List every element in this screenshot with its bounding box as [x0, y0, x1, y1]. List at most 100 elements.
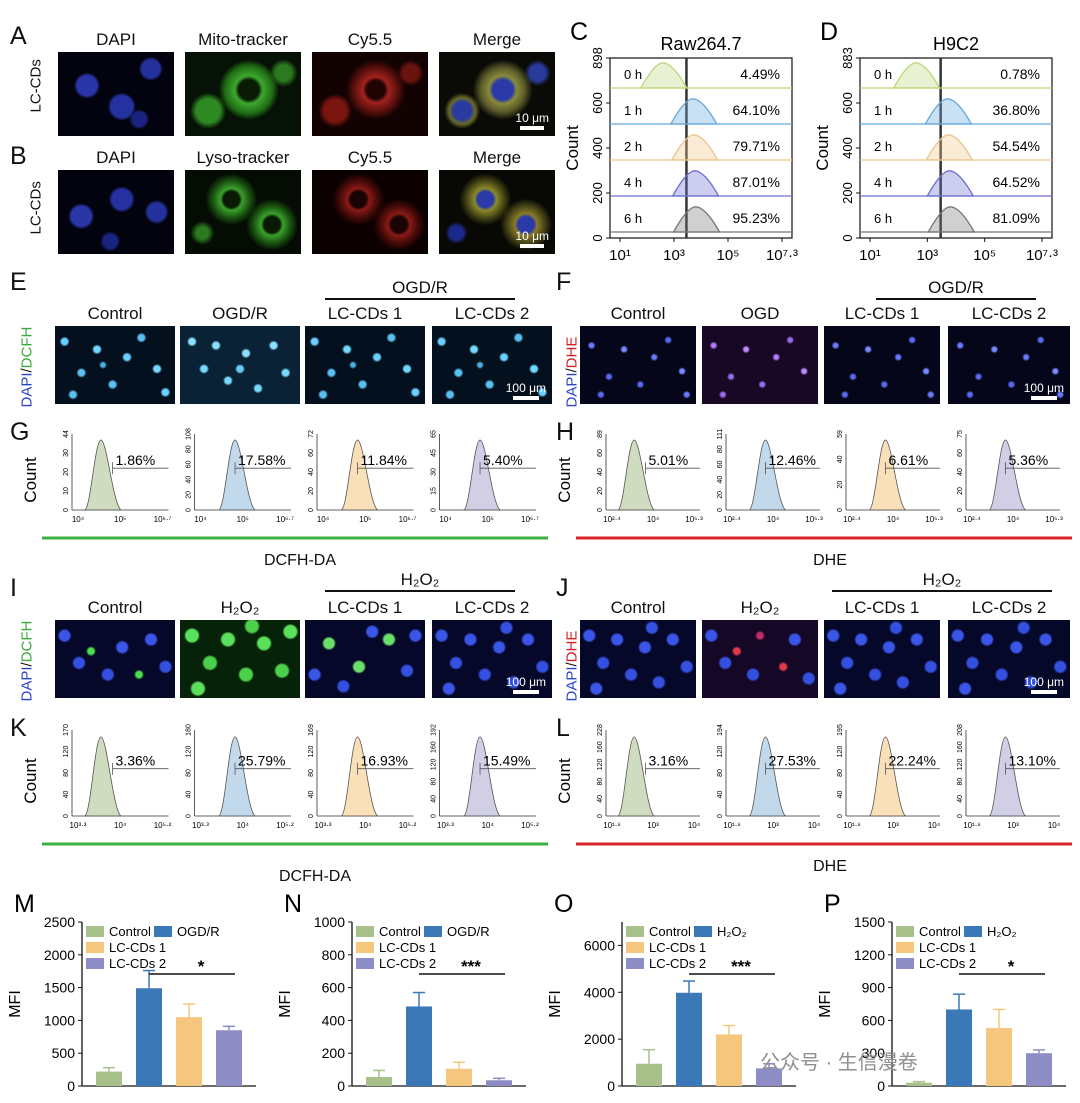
y-tick-label: 44 — [63, 430, 70, 438]
y-tick-label: 898 — [590, 47, 605, 69]
time-label: 0 h — [624, 67, 642, 82]
y-tick-label: 120 — [837, 746, 844, 758]
y-tick-label: 40 — [957, 795, 964, 803]
y-tick-label: 195 — [837, 724, 844, 736]
legend-swatch-3 — [356, 958, 374, 969]
histogram-peak — [462, 439, 502, 511]
legend-label-0: Control — [649, 924, 691, 939]
bar-2 — [716, 1034, 742, 1086]
group-title-i: H₂O₂ — [400, 570, 440, 589]
col-title-e-2: LC-CDs 1 — [327, 304, 403, 323]
y-tick-label: 1500 — [44, 980, 75, 996]
row-label-j-dapi: DAPI — [563, 666, 581, 702]
legend-label-2: LC-CDs 1 — [379, 940, 436, 955]
micrograph-b-merge: 10 μm — [439, 170, 555, 254]
panel-label-f: F — [556, 268, 572, 296]
x-tick-label: 10⁴ — [72, 515, 85, 524]
micrograph-a-cy55 — [312, 52, 428, 136]
legend-swatch-1 — [424, 926, 442, 937]
y-tick-label: 80 — [431, 778, 438, 786]
x-tick-label: 10⁵·³ — [1045, 515, 1063, 524]
x-tick-label: 10⁷·³ — [766, 247, 798, 264]
scale-bar-f: 100 μm — [1024, 381, 1064, 400]
histogram-peak — [926, 170, 975, 197]
xlabel-l: DHE — [813, 858, 847, 875]
y-tick-label: 208 — [957, 724, 964, 736]
legend-label-0: Control — [919, 924, 961, 939]
y-axis-label: Count — [22, 457, 40, 503]
legend-label-1: OGD/R — [447, 924, 490, 939]
chart-title: H9C2 — [933, 34, 979, 54]
y-tick-label: 1500 — [854, 914, 885, 930]
y-tick-label: 0 — [957, 814, 964, 818]
percent-label: 22.24% — [888, 753, 935, 769]
panel-label-l: L — [556, 714, 570, 742]
histogram-peak — [748, 736, 787, 817]
bar-1 — [946, 1009, 972, 1086]
y-tick-label: 59 — [837, 430, 844, 438]
percent-label: 0.78% — [1000, 66, 1040, 82]
col-title-f-2: LC-CDs 1 — [844, 304, 920, 323]
x-tick-label: 10⁴ — [688, 821, 701, 830]
col-title-i-2: LC-CDs 1 — [327, 598, 403, 617]
micrograph-e-lc2: 100 μm — [432, 326, 552, 404]
x-tick-label: 10¹·⁶ — [723, 821, 741, 830]
x-tick-label: 10⁴ — [194, 515, 207, 524]
percent-label: 81.09% — [993, 210, 1040, 226]
col-title-i-1: H₂O₂ — [220, 598, 260, 617]
percent-label: 5.36% — [1008, 452, 1048, 468]
group-line-j — [832, 590, 1052, 592]
y-tick-label: 170 — [63, 724, 70, 736]
y-tick-label: 0 — [63, 508, 70, 512]
x-tick-label: 10⁴ — [439, 515, 452, 524]
y-tick-label: 194 — [717, 724, 724, 736]
row-label-f-dapi: DAPI — [563, 372, 581, 408]
legend-label-2: LC-CDs 1 — [109, 940, 166, 955]
percent-label: 27.53% — [768, 753, 815, 769]
time-label: 2 h — [624, 139, 642, 154]
y-tick-label: 40 — [308, 791, 315, 799]
row-label-i: DAPI/DCFH — [18, 620, 36, 702]
scale-bar-i: 100 μm — [506, 675, 546, 694]
x-tick-label: 10⁴ — [928, 821, 941, 830]
bar-2 — [176, 1017, 202, 1086]
time-label: 2 h — [874, 139, 892, 154]
y-tick-label: 0 — [597, 508, 604, 512]
panel-label-i: I — [10, 574, 17, 602]
y-axis-label: Count — [813, 125, 832, 171]
micrograph-f-lc1 — [824, 326, 940, 404]
col-title-j-0: Control — [610, 598, 666, 617]
panel-label-n: N — [284, 890, 302, 918]
legend-swatch-3 — [896, 958, 914, 969]
y-tick-label: 228 — [597, 724, 604, 736]
y-tick-label: 15 — [431, 487, 438, 495]
percent-label: 13.10% — [1008, 753, 1055, 769]
histogram-peak — [83, 439, 123, 511]
y-tick-label: 80 — [717, 769, 724, 777]
histogram-peak — [927, 206, 976, 233]
percent-label: 6.61% — [888, 452, 928, 468]
y-tick-label: 0 — [337, 1078, 345, 1094]
histogram-peak — [340, 439, 379, 511]
x-tick-label: 10³ — [767, 821, 779, 830]
chart-l: Count 0 40 80 120 160 228 10¹·⁶ 10³ 10⁴ 3.16% 0 40 80… — [556, 724, 1072, 846]
y-tick-label: 169 — [308, 724, 315, 736]
y-tick-label: 400 — [322, 1012, 346, 1028]
panel-label-a: A — [10, 22, 27, 50]
y-tick-label: 40 — [308, 468, 315, 476]
y-tick-label: 80 — [63, 769, 70, 777]
panel-label-p: P — [824, 890, 841, 918]
micrograph-b-lyso — [185, 170, 301, 254]
y-tick-label: 2000 — [44, 947, 75, 963]
y-tick-label: 600 — [862, 1012, 886, 1028]
histogram-peak — [670, 134, 719, 161]
y-tick-label: 75 — [957, 430, 964, 438]
x-tick-label: 10¹ — [609, 247, 631, 264]
xlabel-h: DHE — [813, 552, 847, 569]
y-axis-label: Count — [22, 758, 40, 804]
legend-label-3: LC-CDs 2 — [649, 956, 706, 971]
y-tick-label: 10 — [63, 487, 70, 495]
y-tick-label: 111 — [717, 429, 724, 440]
y-axis-label: Count — [556, 457, 574, 503]
y-tick-label: 2500 — [44, 914, 75, 930]
